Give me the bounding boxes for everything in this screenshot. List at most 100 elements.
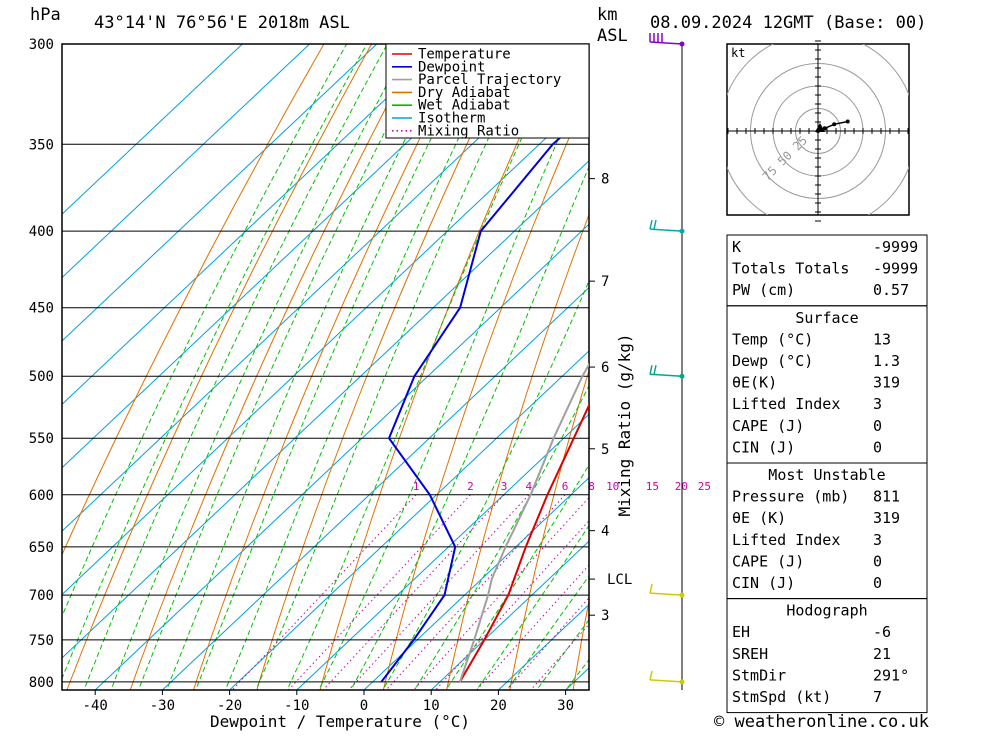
mixing-ratio-line [435, 520, 589, 690]
wind-barb-flag [649, 583, 653, 594]
temperature-tick-label: 20 [490, 698, 507, 714]
isotherm-line [296, 413, 589, 690]
mixing-ratio-label: 8 [588, 480, 595, 493]
plot-frame: 1 2 3 4 6 8 10 15 20 25 [61, 43, 711, 691]
height-tick-label: 5 [601, 442, 609, 458]
table-row-value: 0 [873, 438, 882, 456]
wet-adiabat-line [318, 68, 589, 690]
wet-adiabat-line [255, 44, 534, 690]
hodograph-point [845, 119, 850, 124]
height-tick-label: 8 [601, 172, 609, 188]
x-axis-title: Dewpoint / Temperature (°C) [210, 712, 470, 731]
mixing-ratio-line [322, 494, 505, 690]
mixing-ratio-label: 2 [467, 480, 474, 493]
table-row-value: 1.3 [873, 352, 900, 370]
table-row-value: 0 [873, 574, 882, 592]
mixing-ratio-line [385, 494, 566, 690]
mixing-ratio-line [348, 494, 530, 690]
wind-barb-flag [653, 219, 657, 230]
mixing-ratio-label: 4 [525, 480, 532, 493]
dry-adiabat-line [446, 213, 589, 690]
wind-barb-shaft [649, 41, 683, 45]
wind-barb-shaft [649, 679, 683, 683]
table-row-value: 0.57 [873, 281, 909, 299]
dry-adiabat-line [62, 44, 325, 556]
isotherm-line [363, 477, 589, 690]
storm-motion-marker [815, 123, 825, 132]
mixing-ratio-axis-title: Mixing Ratio (g/kg) [615, 333, 634, 516]
pressure-tick-label: 650 [29, 540, 54, 556]
indices-table: K -9999 Totals Totals -9999 PW (cm) 0.57 Surfa… [726, 234, 928, 714]
table-row-value: 21 [873, 645, 891, 663]
table-row-value: 319 [873, 374, 900, 392]
pressure-tick-label: 500 [29, 369, 54, 385]
table-row-label: Lifted Index [732, 531, 840, 549]
isotherm-line [430, 540, 589, 690]
table-section-title: Hodograph [786, 602, 867, 620]
table-row-label: PW (cm) [732, 281, 795, 299]
height-unit-km: km [597, 5, 617, 25]
wind-barb-flag [649, 670, 653, 681]
table-row-value: 319 [873, 509, 900, 527]
pressure-tick-label: 450 [29, 301, 54, 317]
wind-barb-shaft [649, 373, 683, 377]
pressure-tick-label: 550 [29, 431, 54, 447]
isotherm-line [62, 44, 579, 532]
dry-adiabat-line [193, 44, 468, 690]
mixing-ratio-line [506, 597, 589, 690]
station-location: 43°14'N 76°56'E 2018m ASL [94, 13, 350, 33]
table-row-value: 0 [873, 417, 882, 435]
legend-label: Wet Adiabat [418, 98, 511, 114]
mixing-ratio-line [413, 496, 589, 690]
mixing-ratio-label: 25 [698, 480, 711, 493]
table-row-label: CIN (J) [732, 438, 795, 456]
pressure-tick-label: 800 [29, 675, 54, 691]
height-tick-label: LCL [607, 572, 632, 588]
table-row-label: Pressure (mb) [732, 488, 849, 506]
legend-label: Parcel Trajectory [418, 72, 561, 88]
table-row-value: -9999 [873, 260, 918, 278]
table-row-label: CIN (J) [732, 574, 795, 592]
isotherm-line [62, 96, 589, 596]
wet-adiabat-line [62, 44, 368, 680]
profile-temperature [459, 402, 589, 683]
mixing-ratio-line [530, 623, 589, 690]
wet-adiabat-line [535, 618, 589, 690]
wet-adiabat-line [286, 44, 566, 690]
wet-adiabat-line [350, 165, 589, 690]
table-section-title: Most Unstable [768, 466, 885, 484]
wet-adiabat-line [382, 279, 589, 690]
pressure-tick-label: 750 [29, 633, 54, 649]
wind-barb-shaft [649, 228, 683, 232]
wet-adiabat-line [166, 44, 454, 690]
dry-adiabat-line [953, 44, 1000, 690]
pressure-tick-label: 300 [29, 37, 54, 53]
height-tick-label: 4 [601, 524, 609, 540]
table-row-value: 3 [873, 395, 882, 413]
hodograph-point [832, 122, 837, 127]
table-row-label: Dewp (°C) [732, 352, 813, 370]
table-row-value: 0 [873, 552, 882, 570]
profiles [380, 110, 589, 683]
hodograph-point [822, 126, 827, 131]
wind-barb-flag [653, 365, 657, 375]
dry-adiabat-line [256, 44, 515, 690]
wind-barb-flag [649, 219, 653, 230]
hodograph-unit: kt [731, 46, 745, 60]
wind-profile [649, 33, 685, 690]
pressure-tick-label: 700 [29, 588, 54, 604]
site-credit: © weatheronline.co.uk [714, 712, 929, 732]
table-row-label: Lifted Index [732, 395, 840, 413]
table-row-value: -6 [873, 623, 891, 641]
dry-adiabat-line [129, 44, 420, 690]
mixing-ratio-label: 3 [501, 480, 508, 493]
table-row-label: θE(K) [732, 374, 777, 392]
dry-adiabat-line [319, 44, 563, 690]
temperature-tick-label: 10 [423, 698, 440, 714]
profile-parcel-trajectory [458, 362, 589, 683]
wet-adiabat-line [475, 524, 589, 690]
height-tick-label: 3 [601, 608, 609, 624]
